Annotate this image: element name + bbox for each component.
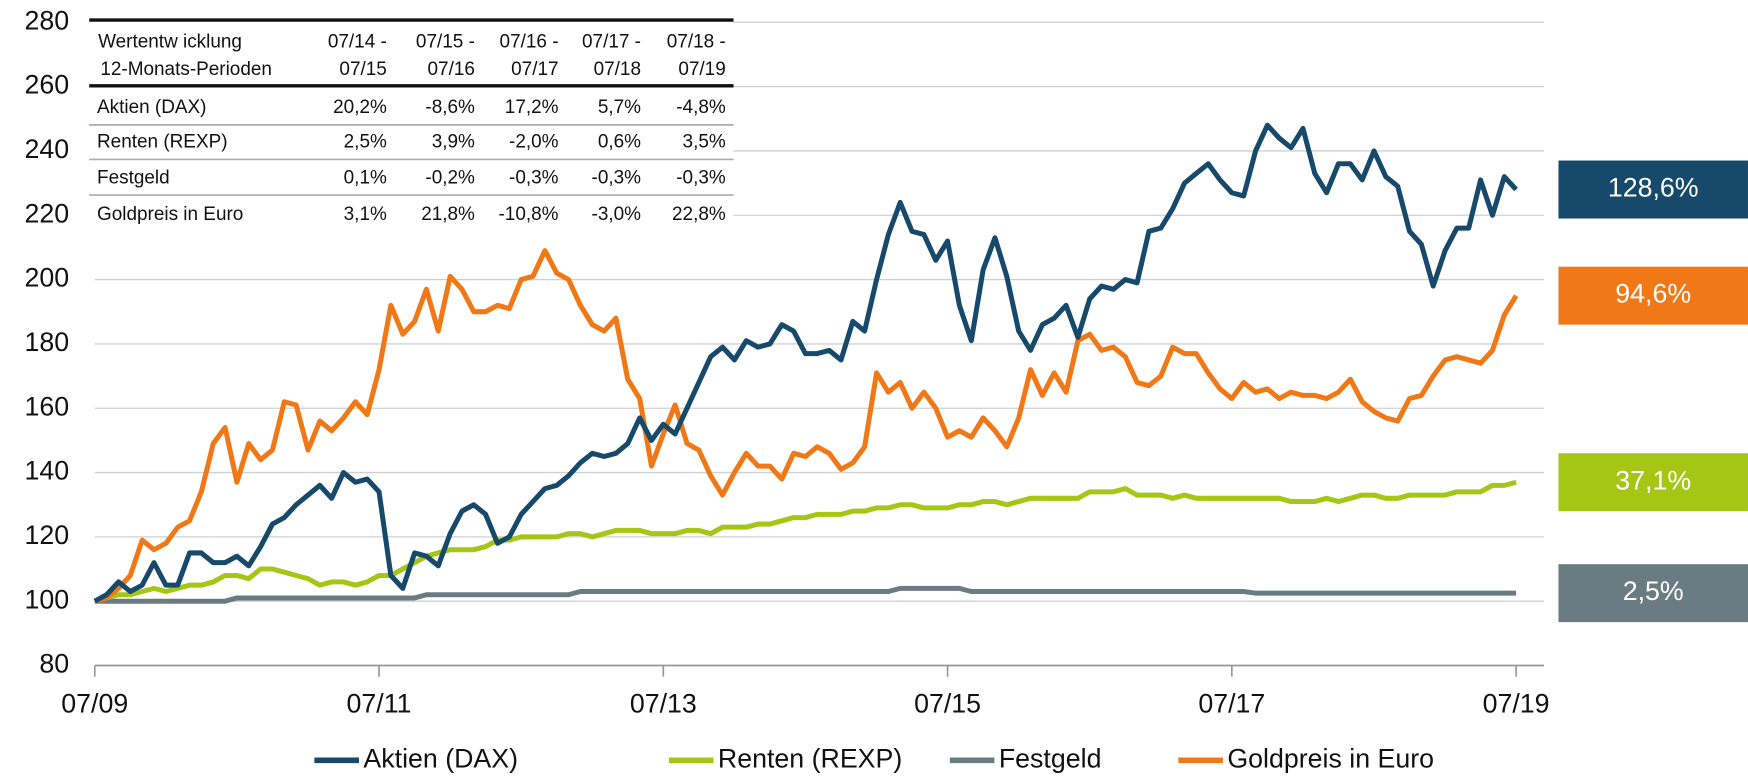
y-tick-label: 180	[24, 327, 69, 357]
table-row-label: Festgeld	[97, 167, 170, 188]
table-column-header: 07/15	[339, 59, 386, 80]
table-cell: 3,1%	[344, 204, 387, 225]
y-tick-label: 160	[24, 391, 69, 421]
table-column-header: 07/14 -	[328, 31, 387, 52]
y-tick-label: 260	[24, 70, 69, 100]
end-label-box	[1558, 453, 1748, 512]
table-cell: 3,9%	[432, 132, 475, 153]
table-column-header: 07/17	[511, 59, 558, 80]
table-column-header: 07/18	[594, 59, 641, 80]
table-column-header: 07/19	[678, 59, 725, 80]
table-cell: -0,3%	[676, 167, 726, 188]
y-tick-label: 140	[24, 456, 69, 486]
table-cell: -3,0%	[592, 204, 642, 225]
x-tick-label: 07/15	[914, 689, 981, 719]
end-label: 128,6%	[1608, 173, 1699, 203]
x-tick-label: 07/11	[347, 689, 412, 719]
table-column-header: 07/15 -	[416, 31, 475, 52]
table-corner: 12-Monats-Perioden	[100, 59, 272, 80]
y-tick-label: 100	[24, 584, 69, 614]
y-tick-label: 120	[24, 520, 69, 550]
table-cell: -10,8%	[499, 204, 559, 225]
table-cell: -0,3%	[509, 167, 559, 188]
y-tick-label: 200	[24, 263, 69, 293]
end-label: 2,5%	[1623, 576, 1684, 606]
series-line	[94, 479, 1517, 604]
table-cell: 5,7%	[598, 97, 641, 118]
table-cell: 22,8%	[672, 204, 726, 225]
end-label: 37,1%	[1615, 465, 1691, 495]
end-label-box	[1558, 564, 1748, 623]
y-tick-label: 280	[24, 5, 69, 35]
y-tick-label: 220	[24, 198, 69, 228]
end-label: 94,6%	[1615, 279, 1691, 309]
series-line	[94, 248, 1519, 604]
end-label-box	[1558, 160, 1748, 219]
x-tick-label: 07/19	[1483, 689, 1550, 719]
table-cell: -0,2%	[425, 167, 475, 188]
table-cell: 21,8%	[421, 204, 475, 225]
series-line	[94, 585, 1517, 604]
table-row-label: Renten (REXP)	[97, 132, 228, 153]
table-cell: 20,2%	[333, 97, 387, 118]
table-row-label: Aktien (DAX)	[97, 97, 206, 118]
table-cell: -8,6%	[425, 97, 475, 118]
table-cell: 0,6%	[598, 132, 641, 153]
table-cell: 17,2%	[505, 97, 559, 118]
end-label-box	[1558, 266, 1748, 325]
y-tick-label: 80	[39, 649, 69, 679]
table-cell: 0,1%	[344, 167, 387, 188]
table-column-header: 07/17 -	[582, 31, 641, 52]
table-column-header: 07/16	[428, 59, 475, 80]
table-column-header: 07/16 -	[500, 31, 559, 52]
legend-label: Festgeld	[999, 743, 1102, 773]
table-cell: -2,0%	[509, 132, 559, 153]
x-tick-label: 07/13	[630, 689, 697, 719]
table-cell: 2,5%	[344, 132, 387, 153]
x-tick-label: 07/17	[1198, 689, 1265, 719]
series-line	[93, 122, 1518, 604]
table-cell: -0,3%	[592, 167, 642, 188]
legend-label: Aktien (DAX)	[363, 743, 518, 773]
legend-label: Goldpreis in Euro	[1227, 743, 1434, 773]
table-row-label: Goldpreis in Euro	[97, 204, 243, 225]
legend-label: Renten (REXP)	[718, 743, 902, 773]
table-corner: Wertentw icklung	[98, 31, 242, 52]
table-column-header: 07/18 -	[667, 31, 726, 52]
y-tick-label: 240	[24, 134, 69, 164]
table-cell: 3,5%	[683, 132, 726, 153]
table-cell: -4,8%	[676, 97, 726, 118]
x-tick-label: 07/09	[61, 689, 128, 719]
